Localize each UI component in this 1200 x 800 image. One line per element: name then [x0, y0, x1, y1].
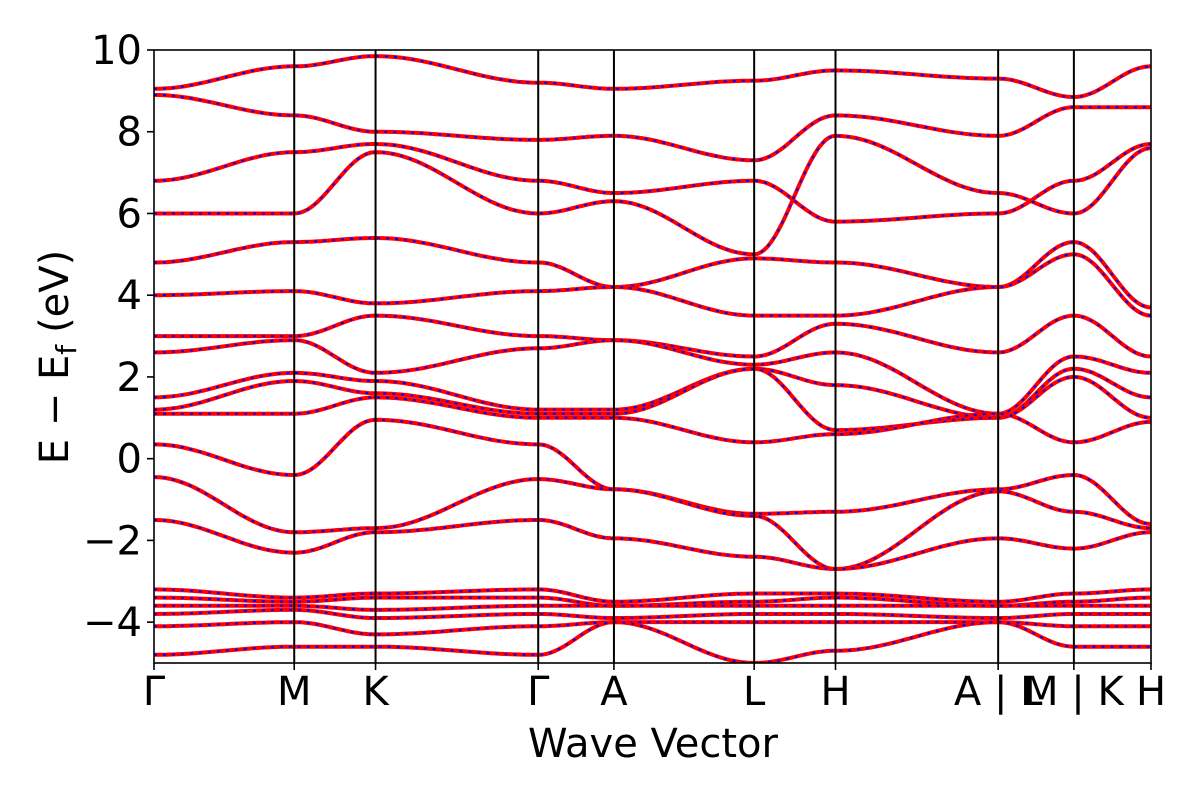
y-axis-title-subscript: f	[50, 344, 83, 355]
band-line-overlay	[154, 367, 1151, 432]
y-tick-label: 6	[117, 191, 142, 237]
y-axis: −4 −2 0 2 4 6 8 10	[83, 28, 154, 646]
y-tick-label: 0	[117, 437, 142, 483]
band-lines	[154, 54, 1151, 663]
band-line-overlay	[154, 621, 1151, 636]
plot-frame	[153, 49, 1152, 664]
x-tick-label: M	[277, 669, 312, 715]
x-tick-label: Γ	[527, 669, 550, 715]
high-symmetry-lines	[293, 50, 1075, 663]
band-line-overlay	[154, 608, 1151, 619]
band-line-overlay	[154, 588, 1151, 603]
y-tick-label: 10	[91, 28, 142, 74]
band-line-overlay	[154, 339, 1151, 415]
x-tick-label: Γ	[143, 669, 166, 715]
svg-text:E − Ef(eV): E − Ef (eV)	[32, 250, 83, 465]
band-line-overlay	[154, 596, 1151, 607]
band-line-overlay	[154, 396, 1151, 444]
band-line	[154, 133, 1151, 257]
y-tick-label: −2	[83, 518, 142, 564]
band-line	[154, 93, 1151, 163]
x-tick-label: A | L	[954, 669, 1043, 715]
x-axis-title: Wave Vector	[528, 721, 779, 767]
x-tick-label: H	[820, 669, 850, 715]
band-line-overlay	[154, 143, 1151, 223]
x-tick-label: H	[1136, 669, 1166, 715]
band-line-overlay	[154, 237, 1151, 309]
band-line-overlay	[154, 621, 1151, 663]
y-tick-label: 4	[117, 273, 142, 319]
band-line-overlay	[154, 418, 1151, 526]
y-axis-title-unit: (eV)	[32, 250, 78, 333]
band-line-overlay	[154, 367, 1151, 419]
y-axis-title: E − Ef (eV)	[32, 250, 83, 465]
y-tick-label: 8	[117, 110, 142, 156]
y-axis-title-main: E − E	[32, 355, 78, 465]
x-tick-label: K	[362, 669, 390, 715]
band-line-overlay	[154, 604, 1151, 611]
band-line	[154, 54, 1151, 100]
y-tick-label: 2	[117, 355, 142, 401]
band-line-overlay	[154, 314, 1151, 358]
x-tick-label: L	[743, 669, 766, 715]
band-line-overlay	[154, 519, 1151, 570]
x-tick-label: M | K	[1024, 669, 1125, 715]
x-tick-label: A	[600, 669, 628, 715]
band-line	[154, 475, 1151, 572]
y-tick-label: −4	[83, 600, 142, 646]
band-line-overlay	[154, 253, 1151, 317]
